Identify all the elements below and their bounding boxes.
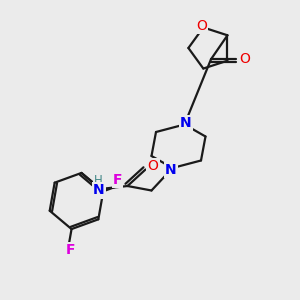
Text: F: F [66,243,76,257]
Text: N: N [93,184,105,197]
Text: N: N [180,116,192,130]
Text: F: F [113,173,122,187]
Text: N: N [165,163,177,177]
Text: O: O [148,160,158,173]
Text: O: O [196,19,207,33]
Text: O: O [239,52,250,66]
Text: H: H [94,174,103,187]
